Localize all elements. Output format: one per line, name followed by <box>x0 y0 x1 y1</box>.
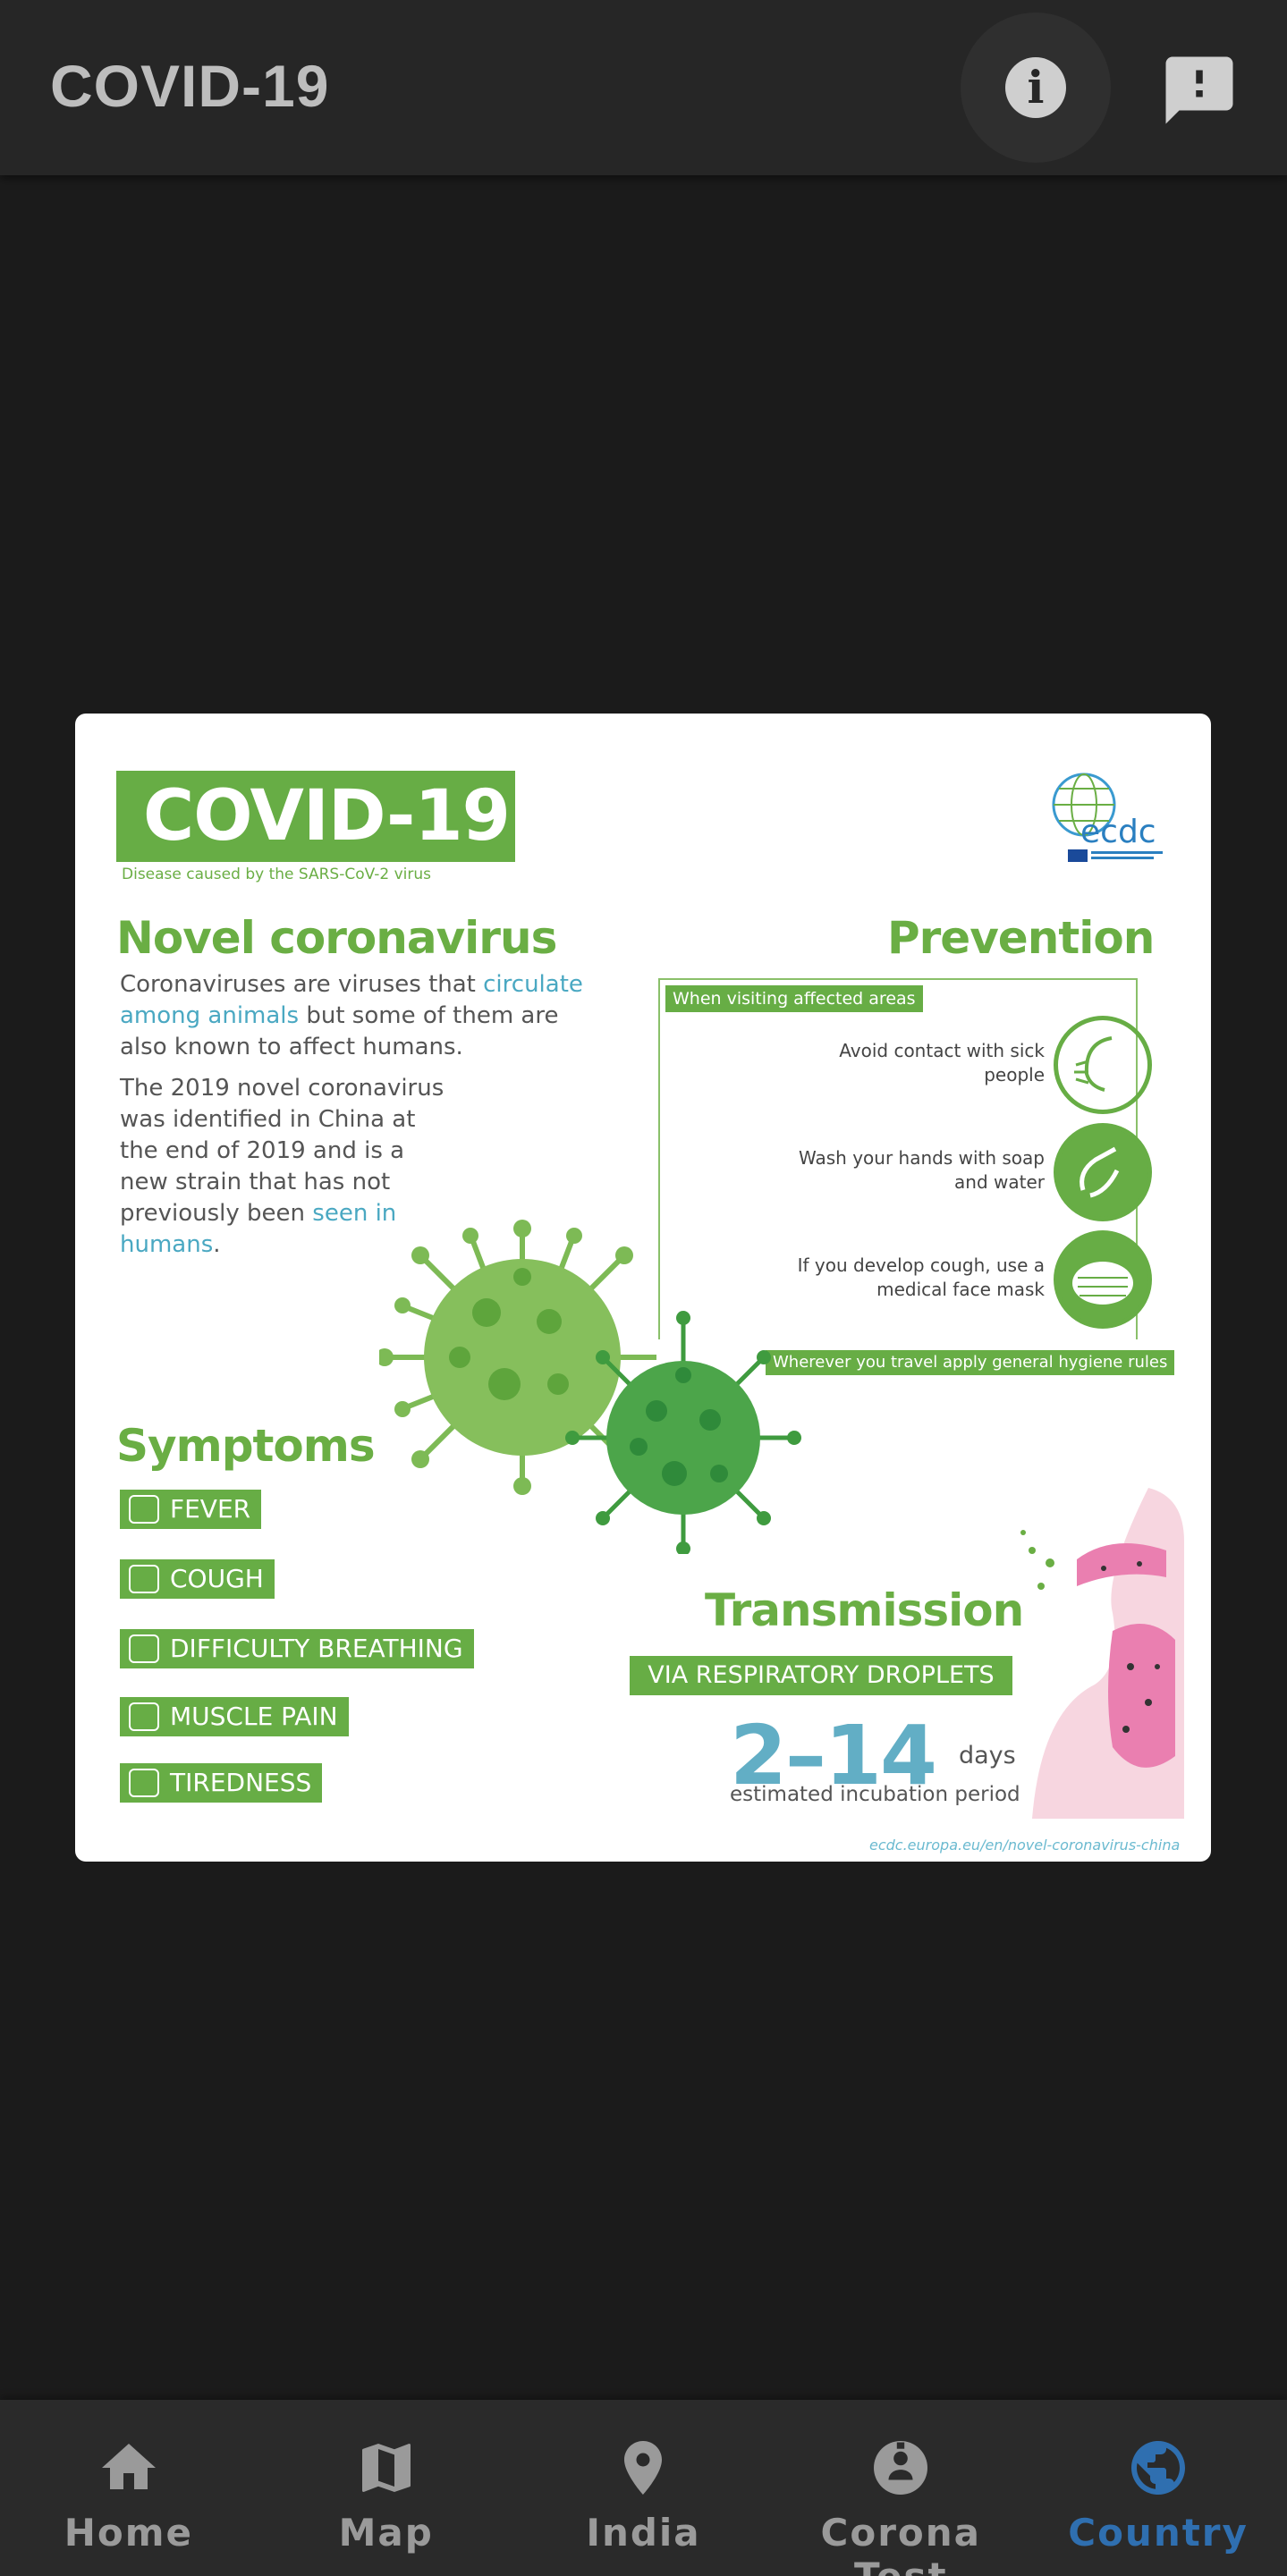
globe-icon <box>1131 2441 1186 2495</box>
nav-map[interactable]: Map <box>258 2400 515 2576</box>
symptom-item: TIREDNESS <box>120 1763 323 1803</box>
symptom-item: COUGH <box>120 1559 275 1599</box>
prevention-item: If you develop cough, use a medical face… <box>797 1254 1045 1300</box>
app-bar: COVID-19 i <box>0 0 1287 175</box>
svg-text:ecdc: ecdc <box>1080 814 1156 850</box>
ecdc-logo: ecdc <box>1052 773 1163 862</box>
account-badge-icon <box>874 2441 928 2495</box>
face-mask-icon <box>1054 1230 1152 1329</box>
transmission-strip: VIA RESPIRATORY DROPLETS <box>630 1656 1012 1695</box>
prevention-item: Avoid contact with sick people <box>839 1040 1045 1085</box>
face-icon <box>1054 1016 1152 1114</box>
coronavirus-illustration <box>379 1220 801 1554</box>
novel-coronavirus-text-2: The 2019 novel coronavirus was identifie… <box>120 1075 445 1258</box>
tiredness-icon <box>129 1769 159 1797</box>
transmission-heading: Transmission <box>705 1584 1024 1636</box>
cough-icon <box>129 1565 159 1593</box>
location-pin-icon <box>624 2441 663 2495</box>
lungs-icon <box>129 1634 159 1663</box>
nav-country[interactable]: Country <box>1029 2400 1287 2576</box>
bottom-navigation: Home Map India Corona Test Country <box>0 2400 1287 2576</box>
map-icon <box>361 2444 411 2492</box>
prevention-item: Wash your hands with soap and water <box>798 1147 1045 1193</box>
incubation-unit: days <box>959 1742 1016 1769</box>
symptom-item: DIFFICULTY BREATHING <box>120 1629 474 1668</box>
info-icon: i <box>1005 57 1066 118</box>
incubation-range: 2–14 <box>730 1708 937 1803</box>
nav-india[interactable]: India <box>515 2400 773 2576</box>
symptoms-heading: Symptoms <box>116 1420 376 1472</box>
prevention-heading: Prevention <box>887 912 1155 964</box>
novel-coronavirus-heading: Novel coronavirus <box>116 912 557 964</box>
nav-label: Home <box>64 2511 194 2555</box>
source-link[interactable]: ecdc.europa.eu/en/novel-coronavirus-chin… <box>869 1837 1181 1854</box>
feedback-button[interactable] <box>1159 50 1240 131</box>
prevention-strip-top: When visiting affected areas <box>665 985 923 1012</box>
symptom-item: FEVER <box>120 1490 262 1529</box>
infographic-title: COVID-19 <box>116 771 515 862</box>
info-button[interactable]: i <box>961 13 1111 163</box>
symptom-item: MUSCLE PAIN <box>120 1697 349 1736</box>
nav-label: Corona Test <box>820 2511 982 2576</box>
feedback-icon <box>1165 56 1233 124</box>
nav-home[interactable]: Home <box>0 2400 258 2576</box>
nav-corona-test[interactable]: Corona Test <box>772 2400 1029 2576</box>
respiratory-illustration <box>1020 1488 1184 1819</box>
prevention-strip-bottom: Wherever you travel apply general hygien… <box>766 1350 1175 1375</box>
incubation-note: estimated incubation period <box>730 1783 1020 1806</box>
covid-infographic[interactable]: COVID-19 Disease caused by the SARS-CoV-… <box>75 714 1211 1862</box>
handwash-icon <box>1054 1123 1152 1221</box>
nav-label: Map <box>338 2511 434 2555</box>
novel-coronavirus-text-1: Coronaviruses are viruses that circulate… <box>120 971 583 1060</box>
home-icon <box>101 2444 156 2489</box>
muscle-icon <box>129 1702 159 1731</box>
app-title: COVID-19 <box>50 53 330 119</box>
thermometer-icon <box>129 1495 159 1524</box>
nav-label: India <box>586 2511 701 2555</box>
infographic-subtitle: Disease caused by the SARS-CoV-2 virus <box>122 866 432 883</box>
nav-label: Country <box>1068 2511 1249 2555</box>
